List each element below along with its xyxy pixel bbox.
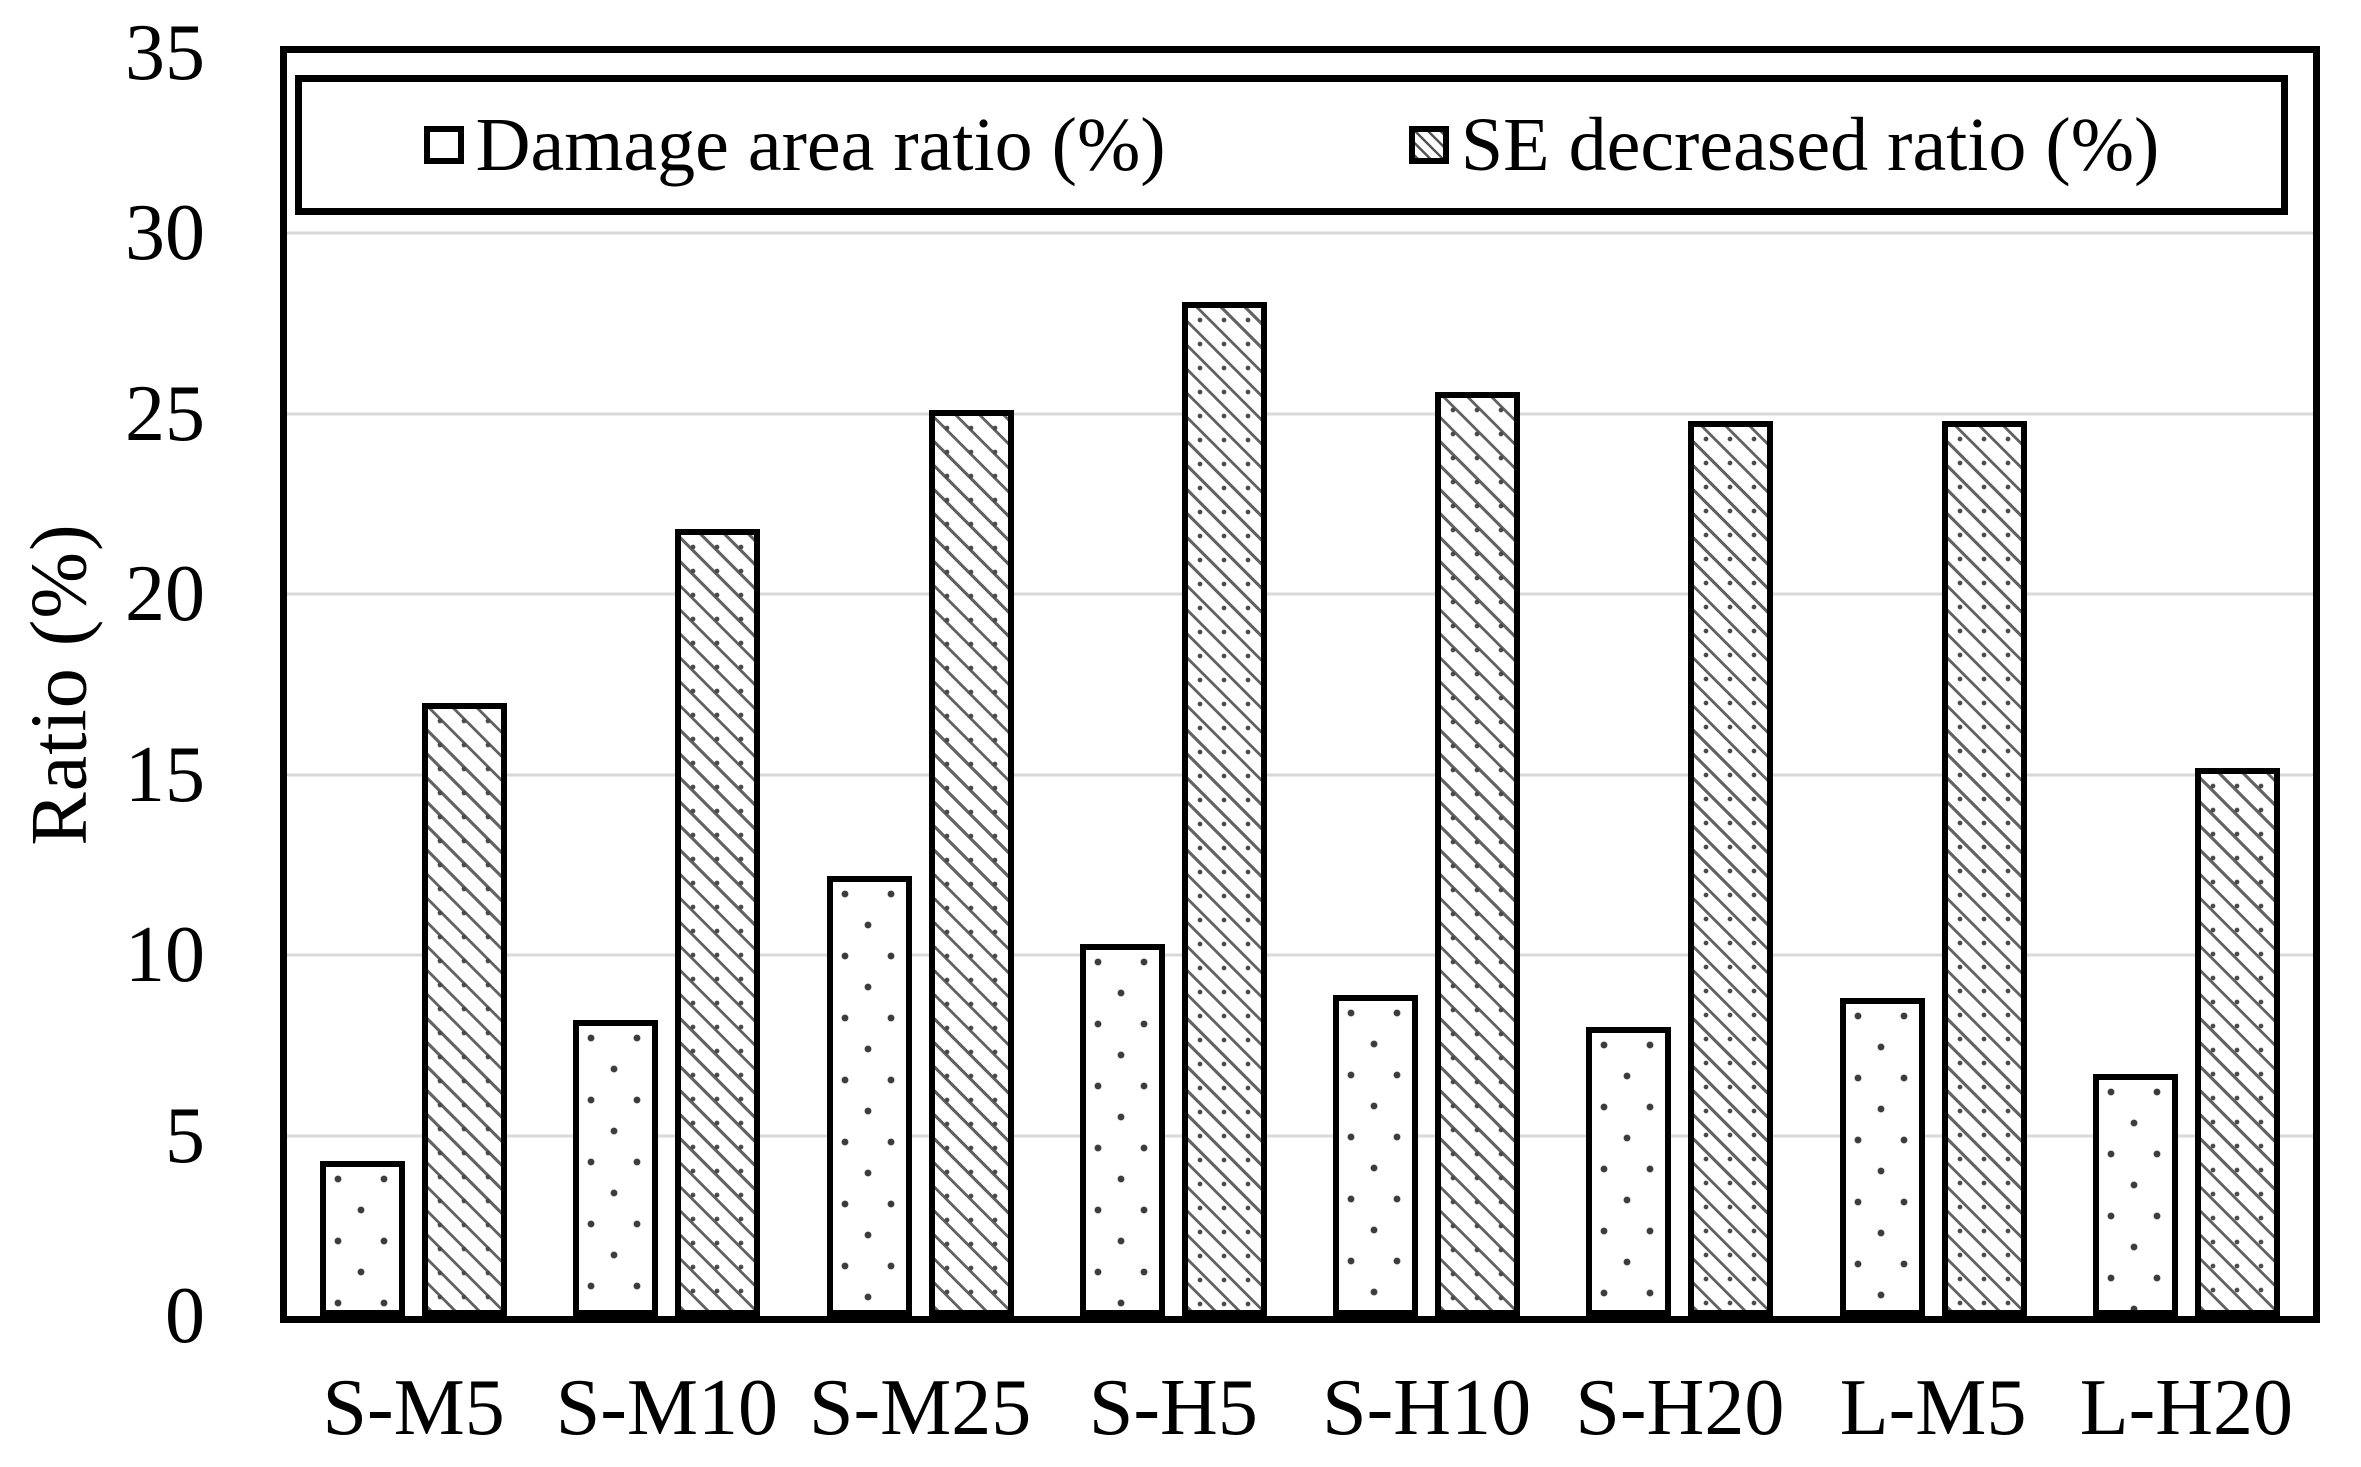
- x-tick-label-s-m25: S-M25: [808, 1364, 1032, 1452]
- se-bar-l-h20: [2194, 767, 2280, 1316]
- bar-group-s-m10: [540, 53, 793, 1316]
- y-axis-tick-labels: 0 5 10 15 20 25 30 35: [0, 13, 205, 1356]
- bar-group-l-h20: [2060, 53, 2313, 1316]
- y-tick-label: 30: [125, 189, 205, 278]
- gridline: [287, 953, 2313, 957]
- y-tick-label: 25: [125, 369, 205, 458]
- damage-bar-s-h5: [1079, 944, 1165, 1316]
- bar-group-s-h10: [1300, 53, 1553, 1316]
- x-tick-label-s-m10: S-M10: [555, 1364, 778, 1452]
- bar-series-container: [287, 53, 2313, 1316]
- damage-bar-s-m25: [826, 875, 912, 1316]
- bar-group-s-h20: [1553, 53, 1806, 1316]
- se-bar-s-h5: [1181, 302, 1267, 1316]
- damage-series-marker-icon: [423, 126, 464, 164]
- x-tick-label-s-h5: S-H5: [1088, 1364, 1258, 1452]
- damage-bar-s-m10: [573, 1020, 659, 1316]
- x-tick-label-l-h20: L-H20: [2079, 1364, 2294, 1452]
- legend-entry-damage: Damage area ratio (%): [423, 103, 1166, 187]
- y-tick-label: 5: [165, 1091, 205, 1180]
- y-tick-label: 10: [125, 911, 205, 1000]
- legend: Damage area ratio (%) SE decreased ratio…: [295, 75, 2288, 215]
- damage-bar-s-m5: [320, 1160, 406, 1316]
- x-tick-label-s-m5: S-M5: [322, 1364, 505, 1452]
- se-bar-s-m25: [928, 410, 1014, 1316]
- bar-group-l-m5: [1807, 53, 2060, 1316]
- x-axis-tick-labels: S-M5 S-M10 S-M25 S-H5 S-H10 S-H20 L-M5 L-H20: [287, 1366, 2313, 1450]
- damage-bar-l-h20: [2092, 1074, 2178, 1316]
- se-bar-l-m5: [1941, 421, 2027, 1316]
- gridline: [287, 1134, 2313, 1138]
- se-bar-s-h10: [1435, 392, 1521, 1316]
- y-tick-label: 0: [165, 1272, 205, 1360]
- damage-bar-s-h10: [1333, 994, 1419, 1316]
- bar-group-s-m5: [287, 53, 540, 1316]
- gridline: [287, 773, 2313, 777]
- bar-group-s-m25: [794, 53, 1047, 1316]
- gridline: [287, 231, 2313, 235]
- legend-label-damage: Damage area ratio (%): [475, 103, 1166, 187]
- gridline: [287, 592, 2313, 596]
- y-tick-label: 20: [125, 550, 205, 639]
- damage-bar-s-h20: [1586, 1027, 1672, 1316]
- legend-label-se: SE decreased ratio (%): [1460, 103, 2160, 187]
- plot-area: Damage area ratio (%) SE decreased ratio…: [280, 46, 2320, 1323]
- se-bar-s-m10: [675, 529, 761, 1316]
- gridline: [287, 412, 2313, 416]
- x-tick-label-l-m5: L-M5: [1839, 1364, 2027, 1452]
- x-tick-label-s-h20: S-H20: [1575, 1364, 1785, 1452]
- se-bar-s-m5: [422, 702, 508, 1316]
- damage-bar-l-m5: [1839, 998, 1925, 1316]
- bar-group-s-h5: [1047, 53, 1300, 1316]
- x-tick-label-s-h10: S-H10: [1322, 1364, 1532, 1452]
- legend-entry-se: SE decreased ratio (%): [1408, 103, 2160, 187]
- y-tick-label: 35: [125, 9, 205, 97]
- y-tick-label: 15: [125, 730, 205, 819]
- se-bar-s-h20: [1688, 421, 1774, 1316]
- se-series-marker-icon: [1408, 126, 1449, 164]
